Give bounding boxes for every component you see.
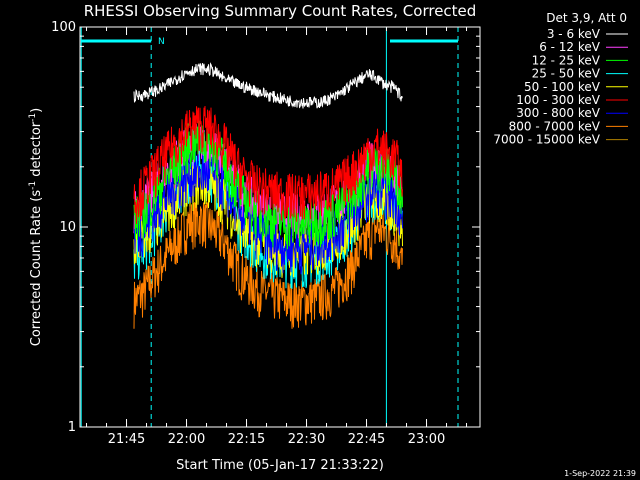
- x-tick-label-0: 21:45: [108, 432, 145, 447]
- y-tick-label-2: 100: [51, 20, 76, 35]
- chart-title: RHESSI Observing Summary Count Rates, Co…: [84, 2, 477, 20]
- y-axis-label-mid: detector: [29, 121, 44, 181]
- series-line-5: [133, 105, 403, 225]
- legend-label-6: 300 - 800 keV: [516, 106, 600, 120]
- footer-timestamp: 1-Sep-2022 21:39: [564, 469, 636, 478]
- legend-label-8: 7000 - 15000 keV: [493, 133, 600, 147]
- legend-title: Det 3,9, Att 0: [546, 11, 627, 25]
- x-tick-label-2: 22:15: [228, 432, 265, 447]
- x-tick-label-4: 22:45: [348, 432, 385, 447]
- legend-label-1: 6 - 12 keV: [539, 40, 601, 54]
- y-axis-label-end: ): [29, 108, 44, 113]
- series-layer: [133, 62, 403, 329]
- legend-label-3: 25 - 50 keV: [532, 67, 601, 81]
- y-tick-label-1: 10: [59, 220, 76, 235]
- x-axis-label: Start Time (05-Jan-17 21:33:22): [176, 458, 384, 473]
- y-axis-label: Corrected Count Rate (s-1 detector-1): [28, 108, 44, 346]
- axis-ticks: 1 10 100 21:45 22:00 22:15 22:30 22:45 23:00: [51, 20, 480, 447]
- y-axis-label-sup2: -1: [28, 113, 38, 122]
- legend-label-0: 3 - 6 keV: [547, 27, 601, 41]
- y-axis-label-sup1: -1: [28, 181, 38, 190]
- y-axis-label-main: Corrected Count Rate (s: [29, 190, 44, 347]
- legend-label-5: 100 - 300 keV: [516, 93, 600, 107]
- x-tick-label-5: 23:00: [408, 432, 445, 447]
- x-tick-label-1: 22:00: [168, 432, 205, 447]
- legend-label-4: 50 - 100 keV: [524, 80, 601, 94]
- series-line-0: [133, 62, 403, 109]
- x-tick-label-3: 22:30: [288, 432, 325, 447]
- series-line-7: [133, 199, 403, 329]
- legend-label-2: 12 - 25 keV: [532, 53, 601, 67]
- night-marker-label: N: [158, 37, 165, 47]
- legend-label-7: 800 - 7000 keV: [509, 119, 601, 133]
- y-tick-label-0: 1: [68, 420, 76, 435]
